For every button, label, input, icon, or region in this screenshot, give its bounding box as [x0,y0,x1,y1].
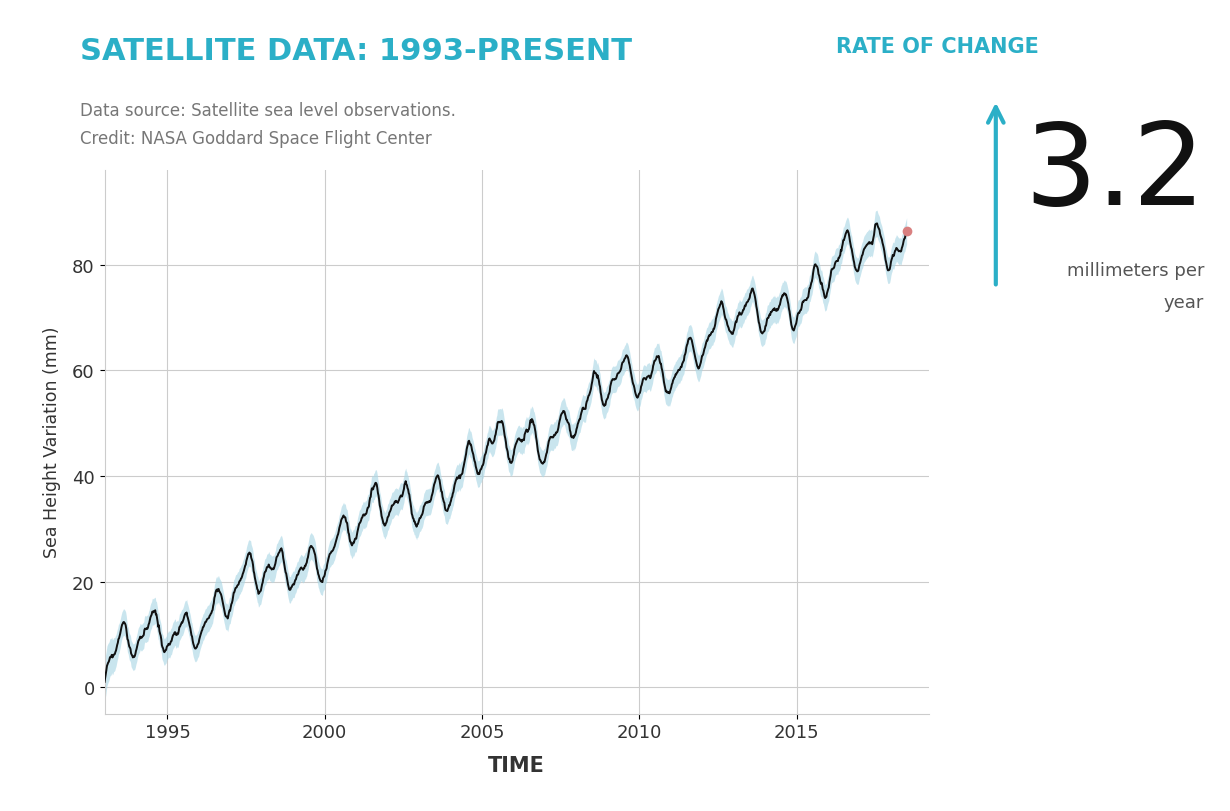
Y-axis label: Sea Height Variation (mm): Sea Height Variation (mm) [43,326,62,558]
Text: Credit: NASA Goddard Space Flight Center: Credit: NASA Goddard Space Flight Center [80,130,432,148]
Text: Data source: Satellite sea level observations.: Data source: Satellite sea level observa… [80,101,456,119]
Text: year: year [1164,294,1204,311]
Text: RATE OF CHANGE: RATE OF CHANGE [836,36,1039,57]
X-axis label: TIME: TIME [488,755,545,775]
Text: 3.2: 3.2 [1025,118,1205,229]
Text: millimeters per: millimeters per [1066,262,1204,280]
Text: SATELLITE DATA: 1993-PRESENT: SATELLITE DATA: 1993-PRESENT [80,36,632,66]
